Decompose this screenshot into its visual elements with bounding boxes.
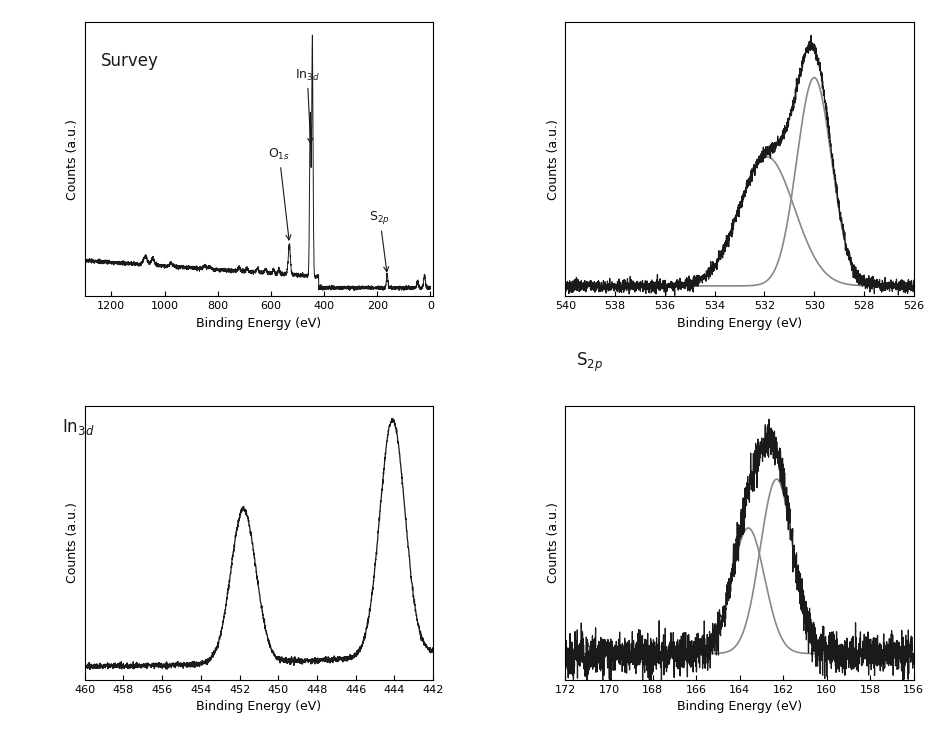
Y-axis label: Counts (a.u.): Counts (a.u.) [66, 503, 79, 583]
Text: In$_{3d}$: In$_{3d}$ [62, 418, 94, 438]
X-axis label: Binding Energy (eV): Binding Energy (eV) [196, 700, 321, 713]
Text: S$_{2p}$: S$_{2p}$ [577, 350, 603, 374]
X-axis label: Binding Energy (eV): Binding Energy (eV) [677, 317, 803, 329]
Y-axis label: Counts (a.u.): Counts (a.u.) [66, 119, 79, 199]
Y-axis label: Counts (a.u.): Counts (a.u.) [547, 503, 560, 583]
X-axis label: Binding Energy (eV): Binding Energy (eV) [677, 700, 803, 713]
X-axis label: Binding Energy (eV): Binding Energy (eV) [196, 317, 321, 329]
Text: S$_{2p}$: S$_{2p}$ [369, 208, 390, 272]
Y-axis label: Counts (a.u.): Counts (a.u.) [547, 119, 560, 199]
Text: O$_{1s}$: O$_{1s}$ [268, 147, 291, 240]
Text: In$_{3d}$: In$_{3d}$ [295, 68, 319, 143]
Text: Survey: Survey [101, 52, 158, 70]
